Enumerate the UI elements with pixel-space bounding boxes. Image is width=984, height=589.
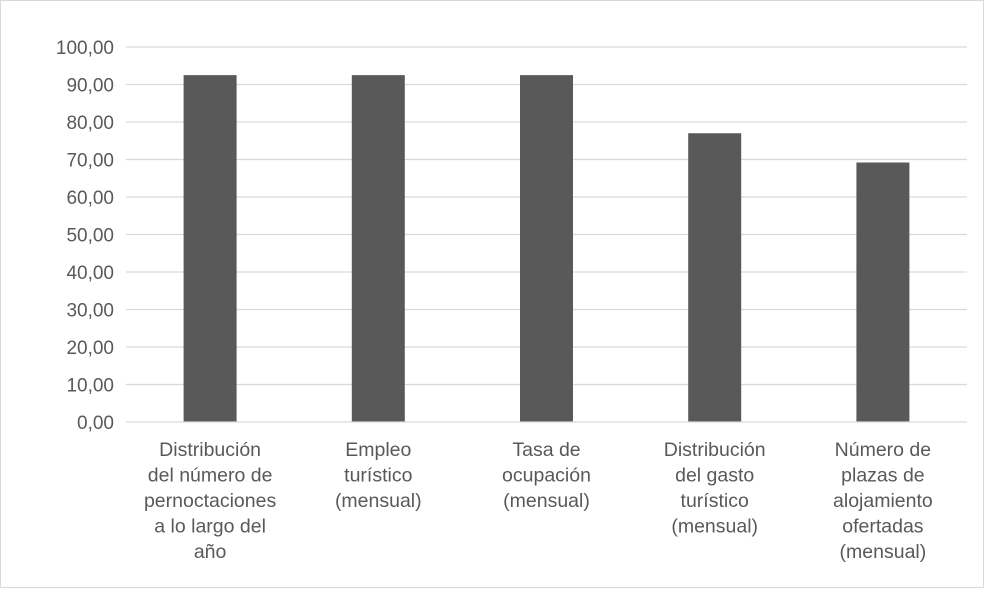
y-tick-label: 60,00 [66, 188, 114, 209]
x-category-label-line: del número de [148, 465, 273, 487]
x-category-label: Distribución del número de pernoctaciones a… [144, 439, 277, 563]
bar [351, 75, 405, 422]
y-tick-label: 10,00 [66, 376, 114, 397]
y-tick-label: 50,00 [66, 226, 114, 247]
y-tick-label: 70,00 [66, 151, 114, 172]
x-category-label-line: (mensual) [503, 490, 590, 512]
x-category-label-line: (mensual) [840, 541, 927, 563]
x-category-label: Empleo turístico (mensual) [335, 439, 422, 512]
bar [856, 162, 910, 422]
x-axis-category-labels: Distribución del número de pernoctaciones a… [144, 439, 933, 563]
x-category-label-line: Distribución [664, 439, 766, 461]
x-category-label-line: ofertadas [842, 516, 924, 538]
y-tick-label: 0,00 [77, 413, 114, 434]
x-category-label-line: Distribución [159, 439, 261, 461]
x-category-label-line: Empleo [345, 439, 411, 461]
x-category-label: Tasa de ocupación (mensual) [502, 439, 591, 512]
x-category-label-line: ocupación [502, 465, 591, 487]
x-category-label: Número de plazas de alojamiento ofertadas (m… [833, 439, 933, 563]
y-tick-label: 80,00 [66, 113, 114, 134]
x-category-label-line: turístico [681, 490, 749, 512]
x-category-label-line: plazas de [841, 465, 924, 487]
bar [520, 75, 573, 422]
x-category-label-line: alojamiento [833, 490, 933, 512]
x-category-label-line: pernoctaciones [144, 490, 277, 512]
x-category-label-line: (mensual) [335, 490, 422, 512]
x-category-label-line: (mensual) [671, 516, 758, 538]
y-tick-label: 100,00 [56, 38, 114, 59]
x-category-label-line: año [194, 541, 227, 563]
y-tick-label: 20,00 [66, 338, 114, 359]
x-category-label-line: turístico [344, 465, 412, 487]
y-tick-label: 90,00 [66, 76, 114, 97]
x-category-label: Distribución del gasto turístico (mensual) [664, 439, 766, 538]
bar [688, 133, 742, 422]
x-category-label-line: del gasto [675, 465, 754, 487]
y-tick-label: 40,00 [66, 263, 114, 284]
x-category-label-line: Tasa de [512, 439, 580, 461]
y-tick-label: 30,00 [66, 301, 114, 322]
bar [183, 75, 237, 422]
y-axis-tick-labels: 0,00 10,00 20,00 30,00 40,00 50,00 60,00 70,00 8… [56, 38, 114, 434]
x-category-label-line: a lo largo del [154, 516, 266, 538]
x-category-label-line: Número de [835, 439, 931, 461]
bars [183, 75, 910, 422]
